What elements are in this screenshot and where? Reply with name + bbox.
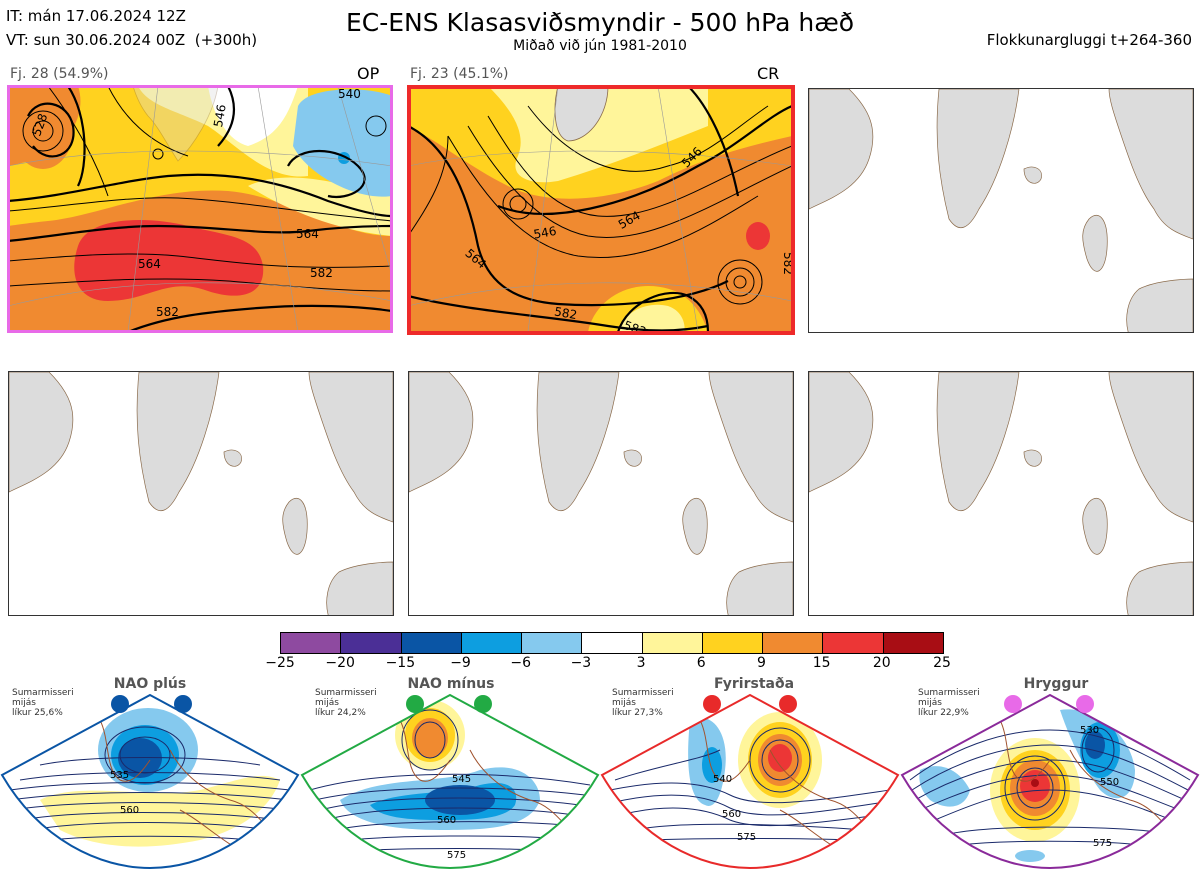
regime-1-title: NAO plús: [113, 676, 187, 692]
colorbar-tick-label: 3: [636, 655, 646, 671]
colorbar-tick-label: 15: [812, 655, 831, 671]
colorbar-tick-label: −15: [385, 655, 416, 671]
regime-1-note: Sumarmisseri mijás líkur 25,6%: [12, 688, 74, 718]
colorbar-swatch: [401, 633, 462, 653]
empty-cluster-map-4: [8, 371, 394, 616]
cluster-map-1[interactable]: 564 564 582 582 546 528 540: [8, 86, 392, 332]
panel-1-label: Fj. 28 (54.9%): [10, 66, 109, 82]
regime-4-note: Sumarmisseri mijás líkur 22,9%: [918, 688, 980, 718]
classification-window: Flokkunargluggi t+264-360: [986, 31, 1192, 49]
valid-time: VT: sun 30.06.2024 00Z (+300h): [6, 31, 258, 49]
r1-contour-label: 560: [120, 805, 139, 816]
colorbar-swatch: [763, 633, 824, 653]
colorbar-swatch: [522, 633, 583, 653]
r1-contour-label: 535: [110, 770, 129, 781]
regime-3-title: Fyrirstaða: [713, 676, 795, 692]
r2-contour-label: 560: [437, 815, 456, 826]
p1-contour-label: 564: [296, 227, 319, 241]
colorbar-tick-label: −6: [510, 655, 532, 671]
colorbar-swatch: [702, 633, 764, 653]
panel-2-tag: CR: [757, 64, 780, 83]
colorbar-tick-label: 9: [756, 655, 766, 671]
page-subtitle: Miðað við jún 1981-2010: [513, 38, 687, 54]
r2-contour-label: 545: [452, 774, 471, 785]
p1-contour-label: 546: [211, 103, 229, 128]
r3-contour-label: 540: [713, 774, 732, 785]
colorbar-tick-label: 20: [872, 655, 891, 671]
p1-contour-label: 540: [338, 87, 361, 101]
r2-contour-label: 575: [447, 850, 466, 861]
colorbar-swatch: [883, 633, 943, 653]
r3-contour-label: 575: [737, 832, 756, 843]
colorbar-swatch: [582, 633, 643, 653]
colorbar-swatch: [823, 633, 884, 653]
initial-time: IT: mán 17.06.2024 12Z: [6, 7, 186, 25]
empty-cluster-map-6: [808, 371, 1194, 616]
r4-contour-label: 575: [1093, 838, 1112, 849]
regime-ridge-map[interactable]: 530 550 575: [900, 690, 1200, 871]
r3-contour-label: 560: [722, 809, 741, 820]
p1-contour-label: 564: [138, 257, 161, 271]
r4-contour-label: 550: [1100, 777, 1119, 788]
regime-nao-plus-map[interactable]: 535 560: [0, 690, 300, 871]
empty-cluster-map-5: [408, 371, 794, 616]
p2-contour-label: 546: [532, 224, 557, 242]
cluster-map-2[interactable]: 564 546 564 546 582 582 582: [408, 86, 792, 332]
colorbar-tick-label: −9: [450, 655, 471, 671]
panel-2-label: Fj. 23 (45.1%): [410, 66, 509, 82]
regime-nao-minus-map[interactable]: 545 560 575: [300, 690, 600, 871]
page-title: EC-ENS Klasasviðsmyndir - 500 hPa hæð: [345, 8, 855, 37]
empty-cluster-map-3: [808, 88, 1194, 333]
regime-2-note: Sumarmisseri mijás líkur 24,2%: [315, 688, 377, 718]
r4-contour-label: 530: [1080, 725, 1099, 736]
regime-4-title: Hryggur: [1023, 676, 1089, 692]
colorbar-tick-label: 25: [933, 655, 951, 671]
header-info: IT: mán 17.06.2024 12Z VT: sun 30.06.202…: [6, 4, 257, 52]
colorbar-tick-label: −25: [265, 655, 295, 671]
regime-3-note: Sumarmisseri mijás líkur 27,3%: [612, 688, 674, 718]
regime-2-title: NAO mínus: [407, 676, 495, 692]
colorbar-swatch: [341, 633, 402, 653]
colorbar-tick-label: 6: [696, 655, 706, 671]
p1-contour-label: 582: [156, 305, 179, 319]
p2-contour-label: 582: [553, 304, 578, 322]
colorbar-swatch: [642, 633, 703, 653]
colorbar: [280, 632, 944, 654]
p1-contour-label: 582: [310, 266, 333, 280]
colorbar-swatch: [461, 633, 523, 653]
colorbar-tick-label: −3: [570, 655, 592, 671]
p2-contour-label: 582: [781, 252, 792, 275]
colorbar-tick-label: −20: [325, 655, 355, 671]
colorbar-swatch: [281, 633, 342, 653]
regime-blocking-map[interactable]: 540 560 575: [600, 690, 900, 871]
panel-1-tag: OP: [357, 64, 380, 83]
